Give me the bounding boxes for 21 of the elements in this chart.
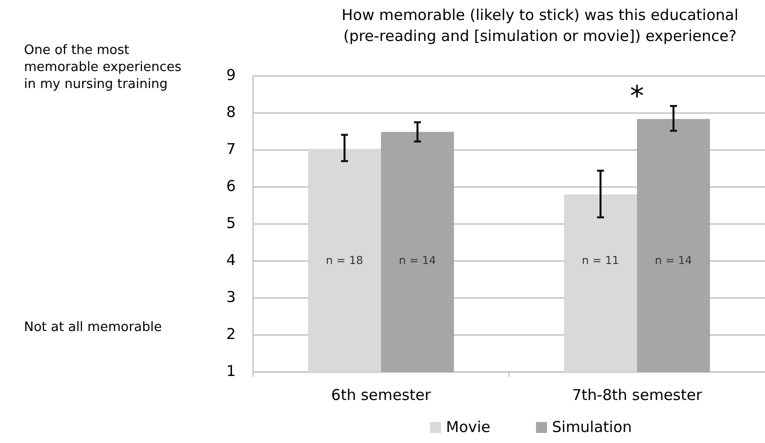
x-tick-label: 6th semester [331, 386, 432, 404]
annotation: n = 14 [654, 254, 692, 268]
legend-label: Movie [446, 418, 490, 436]
text: Not at all memorable [24, 320, 162, 335]
y-tick-label: 4 [226, 251, 236, 270]
y-tick-label: 8 [226, 103, 236, 122]
y-tick-label: 9 [226, 66, 236, 84]
y-tick-label: 1 [226, 362, 236, 380]
text: One of the most memorable experiences in my nursing training [24, 43, 182, 92]
legend-label: Simulation [552, 418, 632, 436]
y-tick-label: 3 [226, 288, 236, 306]
annotation: n = 14 [398, 254, 436, 268]
y-tick-label: 6 [226, 177, 236, 196]
y-tick-label: 5 [226, 214, 236, 232]
y-tick-label: 7 [226, 140, 236, 158]
annotation: * [630, 80, 644, 113]
annotation: n = 18 [326, 254, 364, 268]
chart-title: How memorable (likely to stick) was this educational (pre-reading and [simulation or movie]) experience? [342, 6, 738, 45]
y-tick-label: 2 [226, 325, 236, 344]
x-tick-label: 7th-8th semester [572, 386, 703, 404]
annotation: n = 11 [582, 254, 620, 268]
